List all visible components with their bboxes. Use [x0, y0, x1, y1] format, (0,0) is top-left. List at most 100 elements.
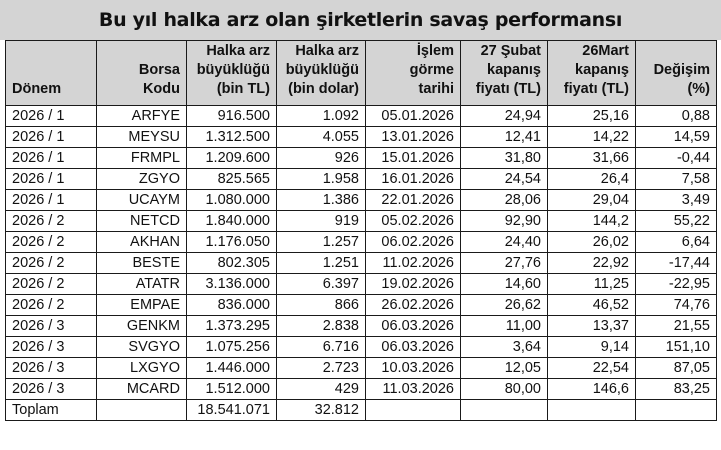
- table-row: 2026 / 2 AKHAN 1.176.050 1.257 06.02.2026 24,…: [5, 231, 717, 253]
- cell-degisim: -0,44: [635, 147, 717, 169]
- ipo-performance-table: Dönem Borsa Kodu Halka arz büyüklüğü (bin T…: [5, 40, 717, 421]
- cell-islem-tarihi: 22.01.2026: [365, 189, 461, 211]
- header-donem: Dönem: [5, 40, 97, 106]
- cell-borsa-kodu: ARFYE: [96, 105, 187, 127]
- cell-subat-fiyat: 24,94: [460, 105, 548, 127]
- table-title: Bu yıl halka arz olan şirketlerin savaş …: [0, 0, 721, 40]
- cell-degisim: 151,10: [635, 336, 717, 358]
- cell-subat-fiyat: 28,06: [460, 189, 548, 211]
- cell-mart-fiyat: 46,52: [547, 294, 636, 316]
- cell-islem-tarihi: 06.03.2026: [365, 315, 461, 337]
- table-row: 2026 / 2 EMPAE 836.000 866 26.02.2026 26,62 46…: [5, 294, 717, 316]
- table-row: 2026 / 1 MEYSU 1.312.500 4.055 13.01.2026 12,…: [5, 126, 717, 148]
- cell-arz-tl: 802.305: [186, 252, 277, 274]
- cell-islem-tarihi: 06.02.2026: [365, 231, 461, 253]
- table-row: 2026 / 2 BESTE 802.305 1.251 11.02.2026 27,76…: [5, 252, 717, 274]
- cell-borsa-kodu: MEYSU: [96, 126, 187, 148]
- total-arz-usd: 32.812: [276, 399, 366, 421]
- header-arz-usd: Halka arz büyüklüğü (bin dolar): [276, 40, 366, 106]
- cell-subat-fiyat: 14,60: [460, 273, 548, 295]
- cell-donem: 2026 / 3: [5, 315, 97, 337]
- header-arz-tl: Halka arz büyüklüğü (bin TL): [186, 40, 277, 106]
- cell-borsa-kodu: NETCD: [96, 210, 187, 232]
- header-row: Dönem Borsa Kodu Halka arz büyüklüğü (bin T…: [5, 40, 717, 106]
- cell-arz-usd: 1.386: [276, 189, 366, 211]
- total-empty: [365, 399, 461, 421]
- cell-mart-fiyat: 13,37: [547, 315, 636, 337]
- cell-degisim: 0,88: [635, 105, 717, 127]
- total-empty: [547, 399, 636, 421]
- total-row: Toplam 18.541.071 32.812: [5, 399, 717, 421]
- cell-islem-tarihi: 16.01.2026: [365, 168, 461, 190]
- total-empty: [460, 399, 548, 421]
- cell-arz-tl: 1.080.000: [186, 189, 277, 211]
- header-degisim: Değişim (%): [635, 40, 717, 106]
- table-row: 2026 / 1 UCAYM 1.080.000 1.386 22.01.2026 28,…: [5, 189, 717, 211]
- cell-islem-tarihi: 11.02.2026: [365, 252, 461, 274]
- cell-arz-tl: 916.500: [186, 105, 277, 127]
- cell-subat-fiyat: 24,40: [460, 231, 548, 253]
- cell-arz-tl: 3.136.000: [186, 273, 277, 295]
- cell-arz-tl: 1.840.000: [186, 210, 277, 232]
- table-row: 2026 / 3 LXGYO 1.446.000 2.723 10.03.2026 12,…: [5, 357, 717, 379]
- cell-borsa-kodu: EMPAE: [96, 294, 187, 316]
- cell-borsa-kodu: BESTE: [96, 252, 187, 274]
- cell-arz-tl: 836.000: [186, 294, 277, 316]
- cell-subat-fiyat: 27,76: [460, 252, 548, 274]
- cell-degisim: 3,49: [635, 189, 717, 211]
- cell-subat-fiyat: 12,41: [460, 126, 548, 148]
- cell-donem: 2026 / 1: [5, 105, 97, 127]
- cell-arz-usd: 2.838: [276, 315, 366, 337]
- cell-arz-tl: 1.512.000: [186, 378, 277, 400]
- cell-subat-fiyat: 3,64: [460, 336, 548, 358]
- cell-islem-tarihi: 26.02.2026: [365, 294, 461, 316]
- total-arz-tl: 18.541.071: [186, 399, 277, 421]
- cell-subat-fiyat: 31,80: [460, 147, 548, 169]
- cell-mart-fiyat: 146,6: [547, 378, 636, 400]
- cell-islem-tarihi: 06.03.2026: [365, 336, 461, 358]
- cell-donem: 2026 / 1: [5, 126, 97, 148]
- cell-arz-usd: 1.251: [276, 252, 366, 274]
- cell-subat-fiyat: 92,90: [460, 210, 548, 232]
- cell-degisim: -22,95: [635, 273, 717, 295]
- cell-subat-fiyat: 12,05: [460, 357, 548, 379]
- table-row: 2026 / 3 MCARD 1.512.000 429 11.03.2026 80,00…: [5, 378, 717, 400]
- cell-subat-fiyat: 24,54: [460, 168, 548, 190]
- cell-degisim: 14,59: [635, 126, 717, 148]
- cell-borsa-kodu: FRMPL: [96, 147, 187, 169]
- cell-arz-usd: 866: [276, 294, 366, 316]
- cell-donem: 2026 / 1: [5, 147, 97, 169]
- cell-mart-fiyat: 9,14: [547, 336, 636, 358]
- cell-mart-fiyat: 14,22: [547, 126, 636, 148]
- cell-borsa-kodu: AKHAN: [96, 231, 187, 253]
- cell-borsa-kodu: ATATR: [96, 273, 187, 295]
- total-empty: [96, 399, 187, 421]
- cell-islem-tarihi: 05.02.2026: [365, 210, 461, 232]
- cell-arz-usd: 429: [276, 378, 366, 400]
- cell-arz-usd: 919: [276, 210, 366, 232]
- cell-degisim: -17,44: [635, 252, 717, 274]
- cell-degisim: 6,64: [635, 231, 717, 253]
- cell-mart-fiyat: 26,02: [547, 231, 636, 253]
- cell-borsa-kodu: ZGYO: [96, 168, 187, 190]
- cell-borsa-kodu: GENKM: [96, 315, 187, 337]
- cell-mart-fiyat: 11,25: [547, 273, 636, 295]
- cell-degisim: 87,05: [635, 357, 717, 379]
- cell-donem: 2026 / 3: [5, 378, 97, 400]
- cell-arz-tl: 825.565: [186, 168, 277, 190]
- cell-arz-tl: 1.312.500: [186, 126, 277, 148]
- cell-mart-fiyat: 29,04: [547, 189, 636, 211]
- cell-arz-usd: 1.257: [276, 231, 366, 253]
- cell-islem-tarihi: 10.03.2026: [365, 357, 461, 379]
- total-label: Toplam: [5, 399, 97, 421]
- cell-donem: 2026 / 2: [5, 294, 97, 316]
- cell-mart-fiyat: 31,66: [547, 147, 636, 169]
- cell-degisim: 21,55: [635, 315, 717, 337]
- cell-islem-tarihi: 11.03.2026: [365, 378, 461, 400]
- cell-donem: 2026 / 3: [5, 357, 97, 379]
- cell-islem-tarihi: 13.01.2026: [365, 126, 461, 148]
- cell-borsa-kodu: UCAYM: [96, 189, 187, 211]
- cell-arz-usd: 2.723: [276, 357, 366, 379]
- cell-arz-usd: 6.397: [276, 273, 366, 295]
